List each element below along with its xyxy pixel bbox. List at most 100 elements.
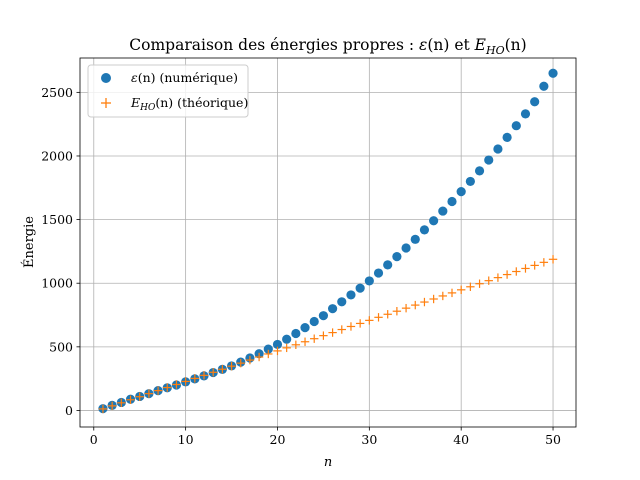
legend-numeric-rest: (numérique) (156, 70, 239, 85)
theoretical-point (484, 276, 493, 285)
theoretical-point (374, 313, 383, 322)
numeric-point (263, 344, 273, 354)
numeric-point (364, 276, 374, 286)
numeric-point (272, 339, 283, 350)
numeric-point (355, 283, 365, 293)
theoretical-point (411, 300, 420, 310)
plot-frame (79, 57, 577, 428)
numeric-point (282, 334, 292, 344)
numeric-point (530, 97, 540, 107)
theoretical-point (355, 319, 365, 328)
x-tick-label: 30 (361, 432, 377, 447)
theoretical-point (291, 340, 301, 350)
legend: ε(n) (numérique) EHO(n) (théorique) (87, 64, 249, 118)
numeric-point (373, 268, 384, 278)
grid (80, 58, 576, 427)
theoretical-point (548, 255, 558, 264)
legend-theoretical-sym: E (130, 95, 140, 110)
theoretical-point (135, 392, 144, 401)
legend-theoretical-rest: (théorique) (173, 95, 248, 110)
theoretical-point (512, 267, 521, 276)
theoretical-point (337, 325, 346, 334)
numeric-point (520, 109, 531, 119)
x-tick-label: 40 (453, 432, 469, 447)
legend-box (87, 64, 249, 118)
title-E-arg: (n) (505, 36, 527, 54)
y-tick-label: 1000 (41, 276, 73, 291)
numeric-point (346, 290, 356, 300)
numeric-point (337, 297, 347, 307)
theoretical-point (181, 377, 190, 386)
theoretical-point (456, 285, 466, 295)
numeric-point (438, 206, 448, 216)
theoretical-point (126, 395, 135, 404)
title-joiner: et (449, 36, 474, 54)
x-tick-label: 10 (178, 432, 194, 447)
theoretical-point (163, 383, 172, 392)
numeric-point (465, 176, 475, 187)
legend-label-numeric: ε(n) (numérique) (131, 70, 238, 85)
legend-marker-theoretical (101, 98, 111, 108)
theoretical-point (227, 361, 236, 371)
x-axis-label: n (324, 455, 332, 470)
theoretical-point (300, 337, 310, 346)
theoretical-point (328, 328, 337, 337)
theoretical-point (447, 288, 457, 298)
numeric-point (410, 234, 420, 244)
y-axis-label: Énergie (21, 216, 37, 268)
theoretical-point (153, 386, 163, 395)
theoretical-point (365, 316, 374, 325)
theoretical-point (236, 358, 245, 368)
theoretical-point (107, 401, 117, 411)
title-eps: ε (419, 36, 427, 54)
theoretical-point (530, 261, 539, 270)
title-E-sub: HO (485, 44, 505, 57)
title-prefix: Comparaison des énergies propres : (129, 36, 419, 54)
theoretical-point (466, 282, 475, 291)
numeric-point (392, 252, 402, 262)
theoretical-point (199, 371, 209, 380)
numeric-point (309, 316, 319, 327)
theoretical-point (98, 404, 108, 414)
numeric-point (511, 121, 521, 131)
theoretical-point (383, 310, 392, 319)
theoretical-point (401, 303, 411, 313)
theoretical-point (521, 264, 530, 273)
theoretical-point (475, 279, 484, 288)
x-tick-label: 50 (545, 432, 561, 447)
theoretical-point (319, 331, 328, 340)
theoretical-point (254, 352, 264, 362)
title-E: E (474, 36, 487, 54)
theoretical-point (438, 291, 448, 301)
numeric-point (548, 68, 558, 78)
theoretical-point (264, 349, 273, 359)
theoretical-point (392, 307, 402, 316)
theoretical-point (218, 365, 227, 374)
theoretical-point (172, 380, 181, 389)
title-eps-arg: (n) (427, 36, 449, 54)
theoretical-point (310, 334, 319, 343)
y-tick-label: 1500 (41, 212, 73, 227)
numeric-point (539, 81, 549, 91)
numeric-point (383, 260, 393, 270)
data-marks (98, 68, 558, 414)
legend-theoretical-arg: (n) (155, 95, 173, 110)
numeric-point (318, 311, 329, 321)
theoretical-point (502, 270, 512, 279)
y-tick-label: 0 (65, 403, 73, 418)
numeric-point (327, 304, 338, 314)
legend-theoretical-sub: HO (139, 103, 156, 113)
numeric-point (456, 187, 466, 197)
theoretical-point (282, 343, 291, 353)
chart-title: Comparaison des énergies propres : ε(n) … (129, 36, 526, 57)
numeric-point (429, 216, 439, 226)
legend-marker-numeric (101, 73, 111, 83)
x-tick-label: 20 (270, 432, 286, 447)
numeric-point (300, 323, 310, 333)
theoretical-point (190, 374, 200, 383)
legend-label-theoretical: EHO(n) (théorique) (130, 95, 248, 113)
theoretical-point (420, 297, 429, 307)
theoretical-point (245, 355, 255, 365)
numeric-point (484, 155, 494, 165)
